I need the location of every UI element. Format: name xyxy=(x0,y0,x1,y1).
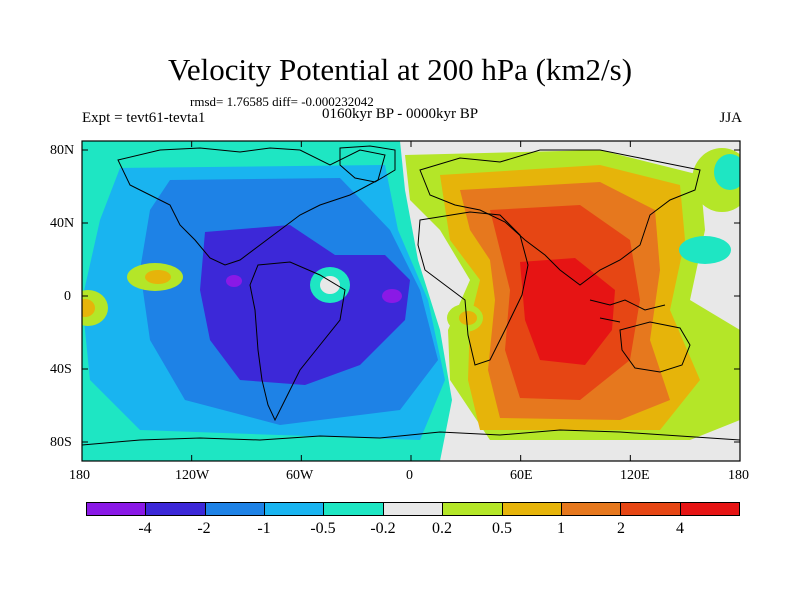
africa-coast xyxy=(417,211,529,366)
antarctica-coast xyxy=(82,429,740,446)
x-tick-label: 180 xyxy=(728,468,749,483)
edge-positive-core xyxy=(82,299,95,317)
colorbar-label: 2 xyxy=(617,520,625,537)
neutral-center xyxy=(320,276,340,294)
colorbar-swatch xyxy=(265,503,325,515)
pacific-negative-blob xyxy=(679,236,731,264)
colorbar-label: 0.5 xyxy=(492,520,512,537)
map-title: Velocity Potential at 200 hPa (km2/s) xyxy=(167,52,633,87)
colorbar-swatch xyxy=(443,503,503,515)
minimum-atlantic xyxy=(382,289,402,303)
northeast-negative-blob xyxy=(714,154,740,190)
x-tick-label: 60W xyxy=(286,468,314,483)
colorbar-label: 1 xyxy=(557,520,565,537)
colorbar-swatch xyxy=(87,503,147,515)
colorbar-label: -1 xyxy=(257,520,271,537)
x-tick-label: 60E xyxy=(510,468,533,483)
season-label: JJA xyxy=(719,110,742,126)
greenland-coast xyxy=(339,145,396,183)
atlantic-positive-core xyxy=(459,311,477,325)
colorbar-swatch xyxy=(680,503,739,515)
coastlines xyxy=(82,145,740,446)
colorbar-swatch xyxy=(383,503,444,515)
colorbar-label: 0.2 xyxy=(432,520,452,537)
colorbar-label: -2 xyxy=(197,520,211,537)
negative-contour-2 xyxy=(200,225,410,385)
indonesia-coast xyxy=(589,299,666,323)
north-america-coast xyxy=(117,147,386,266)
colorbar-label: -0.2 xyxy=(370,520,396,537)
y-tick-label: 80N xyxy=(50,143,75,158)
colorbar-label: 4 xyxy=(676,520,684,537)
colorbar-swatch xyxy=(561,503,622,515)
colorbar-swatch xyxy=(621,503,681,515)
contour-field xyxy=(82,141,740,461)
x-tick-label: 180 xyxy=(69,468,90,483)
x-tick-label: 120E xyxy=(620,468,650,483)
south-america-coast xyxy=(249,261,346,422)
colorbar-label: -4 xyxy=(138,520,152,537)
west-positive-core xyxy=(145,270,171,284)
minimum-west xyxy=(226,275,242,287)
colorbar-swatch xyxy=(205,503,266,515)
colorbar-label: -0.5 xyxy=(310,520,336,537)
colorbar-swatch xyxy=(324,503,384,515)
positive-contour-4 xyxy=(520,258,615,365)
colorbar-swatch xyxy=(146,503,206,515)
y-tick-label: 80S xyxy=(50,435,72,450)
experiment-label: Expt = tevt61-tevta1 xyxy=(82,110,206,126)
stats-text: rmsd= 1.76585 diff= -0.000232042 xyxy=(190,94,374,109)
australia-coast xyxy=(619,321,691,373)
axis-ticks xyxy=(81,141,741,461)
y-tick-label: 0 xyxy=(64,289,71,304)
eurasia-coast xyxy=(419,149,701,286)
y-tick-label: 40S xyxy=(50,362,72,377)
x-tick-label: 120W xyxy=(175,468,210,483)
y-tick-label: 40N xyxy=(50,216,75,231)
colorbar xyxy=(86,502,740,516)
period-label: 0160kyr BP - 0000kyr BP xyxy=(322,106,479,122)
colorbar-swatch xyxy=(502,503,562,515)
x-tick-label: 0 xyxy=(406,468,413,483)
